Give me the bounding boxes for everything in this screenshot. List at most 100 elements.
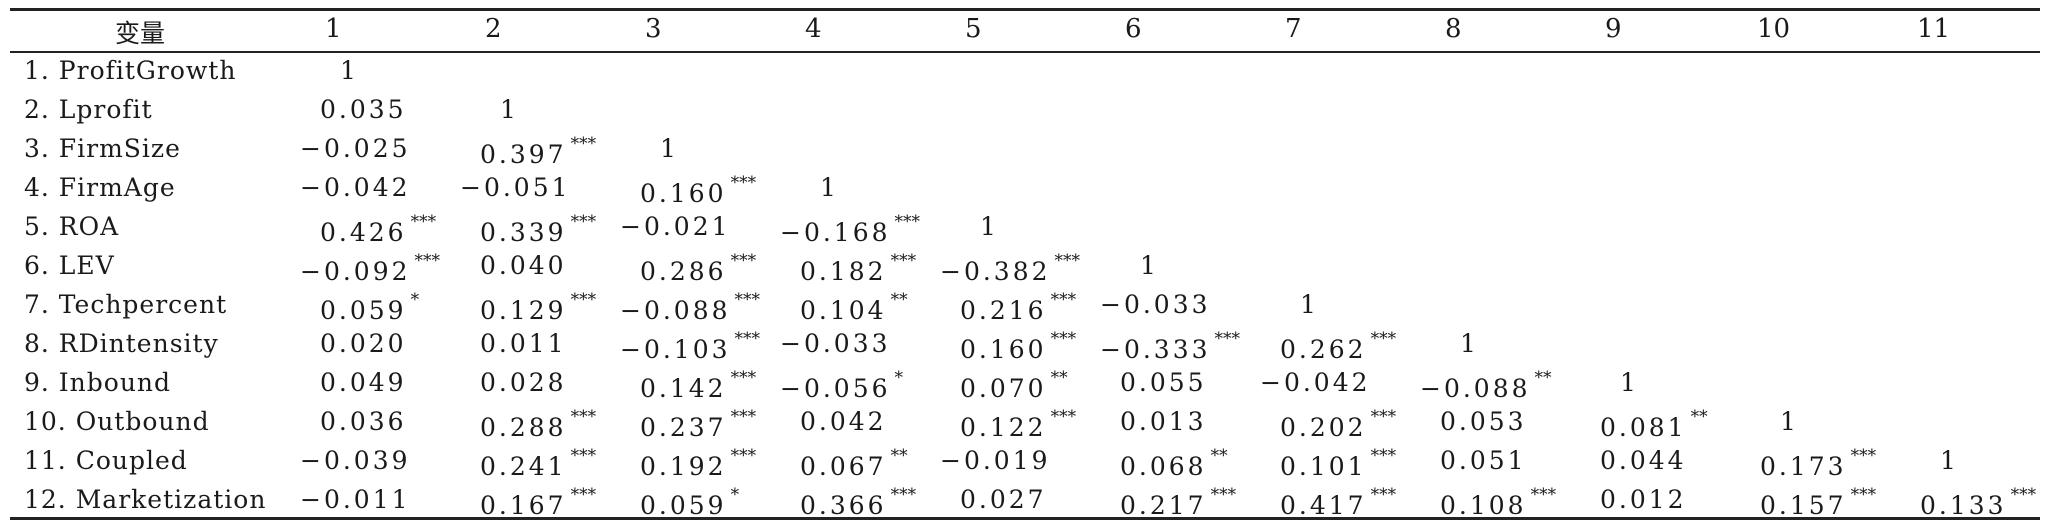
cell-value: −0.382 (940, 257, 1051, 286)
table-cell: 0.027 (960, 485, 1047, 514)
significance-stars: *** (414, 251, 441, 271)
significance-stars: * (410, 290, 420, 310)
cell-value: 0.133 (1920, 491, 2007, 520)
cell-value: −0.056 (780, 374, 891, 403)
significance-stars: *** (2010, 485, 2037, 505)
cell-value: 0.070 (960, 374, 1047, 403)
row-label: 2. Lprofit (24, 95, 153, 124)
cell-value: −0.011 (300, 485, 411, 514)
table-cell: −0.042 (300, 173, 411, 202)
table-cell: −0.039 (300, 446, 411, 475)
significance-stars: *** (734, 290, 761, 310)
table-cell: 0.036 (320, 407, 407, 436)
significance-stars: *** (730, 368, 757, 388)
row-label: 10. Outbound (24, 407, 210, 436)
significance-stars: *** (1054, 251, 1081, 271)
cell-value: 0.216 (960, 296, 1047, 325)
cell-value: −0.103 (620, 335, 731, 364)
table-cell: 1 (1460, 329, 1479, 358)
cell-value: −0.042 (300, 173, 411, 202)
cell-value: −0.088 (1420, 374, 1531, 403)
table-cell: −0.042 (1260, 368, 1371, 397)
cell-value: −0.033 (780, 329, 891, 358)
cell-value: 0.182 (800, 257, 887, 286)
cell-value: 0.012 (1600, 485, 1687, 514)
cell-value: 0.028 (480, 368, 567, 397)
cell-value: −0.168 (780, 218, 891, 247)
row-label: 5. ROA (24, 212, 120, 241)
table-cell: 0.202 *** (1280, 407, 1396, 442)
table-cell: −0.168 *** (780, 212, 920, 247)
cell-value: 0.104 (800, 296, 887, 325)
cell-value: 0.157 (1760, 491, 1847, 520)
table-cell: −0.333 *** (1100, 329, 1240, 364)
table-bottom-rule (10, 517, 2040, 520)
table-cell: 1 (820, 173, 839, 202)
cell-value: 0.035 (320, 95, 407, 124)
table-cell: 1 (1620, 368, 1639, 397)
row-label: 8. RDintensity (24, 329, 219, 358)
table-cell: −0.051 (460, 173, 571, 202)
significance-stars: *** (1214, 329, 1241, 349)
table-cell: 0.122 *** (960, 407, 1076, 442)
cell-value: 0.036 (320, 407, 407, 436)
row-label: 9. Inbound (24, 368, 172, 397)
significance-stars: *** (570, 212, 597, 232)
header-variable: 变量 (115, 19, 166, 48)
significance-stars: ** (1534, 368, 1552, 388)
column-header-7: 7 (1285, 14, 1302, 44)
cell-value: 0.059 (640, 491, 727, 520)
table-cell: 0.070 ** (960, 368, 1068, 403)
table-cell: 0.417 *** (1280, 485, 1396, 520)
cell-value: 0.417 (1280, 491, 1367, 520)
significance-stars: * (894, 368, 904, 388)
column-header-6: 6 (1125, 14, 1142, 44)
significance-stars: * (730, 485, 740, 505)
significance-stars: *** (730, 407, 757, 427)
significance-stars: *** (730, 446, 757, 466)
cell-value: 0.044 (1600, 446, 1687, 475)
significance-stars: *** (1370, 485, 1397, 505)
column-header-8: 8 (1445, 14, 1462, 44)
cell-value: 0.108 (1440, 491, 1527, 520)
table-cell: 0.426 *** (320, 212, 436, 247)
cell-value: 0.053 (1440, 407, 1527, 436)
cell-value: 0.339 (480, 218, 567, 247)
table-cell: 0.173 *** (1760, 446, 1876, 481)
table-cell: 0.237 *** (640, 407, 756, 442)
table-cell: 0.044 (1600, 446, 1687, 475)
significance-stars: *** (1370, 407, 1397, 427)
cell-value: 0.288 (480, 413, 567, 442)
table-cell: −0.025 (300, 134, 411, 163)
cell-value: 0.049 (320, 368, 407, 397)
significance-stars: *** (1050, 329, 1077, 349)
cell-value: 1 (1300, 290, 1319, 319)
significance-stars: *** (734, 329, 761, 349)
cell-value: −0.019 (940, 446, 1051, 475)
cell-value: 0.101 (1280, 452, 1367, 481)
table-cell: 1 (660, 134, 679, 163)
cell-value: −0.051 (460, 173, 571, 202)
cell-value: 0.160 (960, 335, 1047, 364)
table-cell: 0.053 (1440, 407, 1527, 436)
table-cell: 0.217 *** (1120, 485, 1236, 520)
cell-value: 0.426 (320, 218, 407, 247)
table-cell: 0.104 ** (800, 290, 908, 325)
significance-stars: *** (1210, 485, 1237, 505)
significance-stars: *** (1530, 485, 1557, 505)
cell-value: 0.067 (800, 452, 887, 481)
cell-value: 0.173 (1760, 452, 1847, 481)
table-cell: 0.042 (800, 407, 887, 436)
table-cell: −0.019 (940, 446, 1051, 475)
table-cell: 0.182 *** (800, 251, 916, 286)
table-cell: 0.028 (480, 368, 567, 397)
table-cell: 0.366 *** (800, 485, 916, 520)
table-cell: −0.033 (780, 329, 891, 358)
cell-value: 1 (1140, 251, 1159, 280)
significance-stars: *** (890, 485, 917, 505)
significance-stars: *** (1370, 446, 1397, 466)
table-header-rule (10, 51, 2040, 53)
table-cell: −0.011 (300, 485, 411, 514)
cell-value: 0.262 (1280, 335, 1367, 364)
table-cell: −0.088 *** (620, 290, 760, 325)
